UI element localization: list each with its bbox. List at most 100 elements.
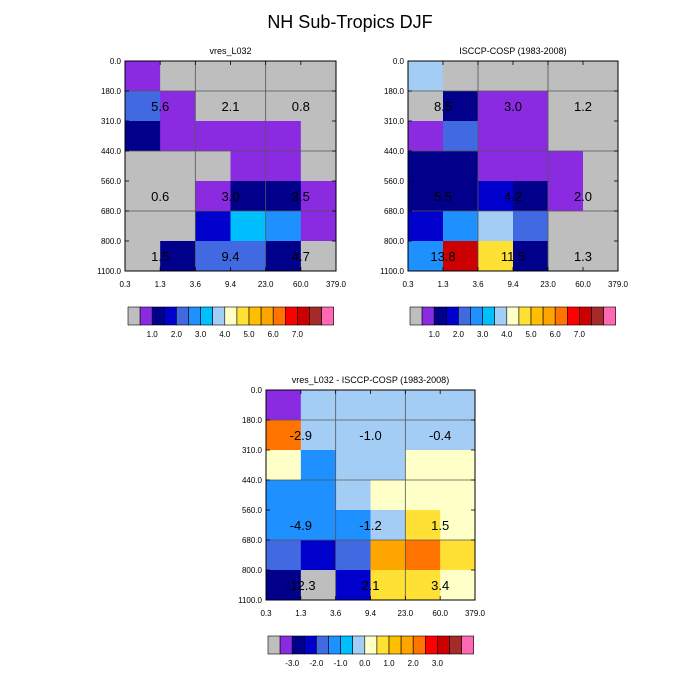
cell-value-label: 2.1	[221, 99, 239, 114]
x-tick-label: 9.4	[365, 609, 377, 618]
colorbar-swatch	[433, 306, 447, 326]
heatmap-cell	[195, 91, 231, 122]
y-tick-label: 560.0	[101, 177, 122, 186]
heatmap-cell	[440, 540, 476, 571]
y-tick-label: 0.0	[393, 57, 405, 66]
heatmap-cell	[548, 91, 584, 122]
heatmap-cell	[300, 390, 337, 421]
heatmap-cell	[548, 211, 584, 242]
colorbar-swatch	[352, 635, 366, 655]
heatmap-cell	[548, 181, 584, 212]
cell-value-label: 1.2	[574, 99, 592, 114]
heatmap-cell	[370, 540, 406, 571]
colorbar-swatch	[188, 306, 201, 326]
colorbar-swatch	[127, 306, 141, 326]
colorbar-label: 0.0	[359, 659, 371, 668]
figure-title: NH Sub-Tropics DJF	[267, 12, 432, 32]
heatmap-cell	[408, 211, 444, 242]
heatmap-cell	[230, 91, 267, 122]
x-tick-label: 9.4	[507, 280, 519, 289]
heatmap-cell	[408, 61, 444, 92]
x-tick-label: 379.0	[326, 280, 347, 289]
y-tick-label: 0.0	[110, 57, 122, 66]
colorbar-swatch	[482, 306, 496, 326]
cell-value-label: 1.5	[151, 249, 169, 264]
heatmap-cell	[266, 390, 302, 421]
x-tick-label: 0.3	[119, 280, 131, 289]
heatmap-cell	[265, 181, 302, 212]
heatmap-cell	[478, 211, 514, 242]
colorbar-swatch	[340, 635, 354, 655]
heatmap-cell	[443, 121, 479, 152]
x-tick-label: 60.0	[575, 280, 591, 289]
colorbar-swatch	[200, 306, 214, 326]
heatmap-cell	[513, 181, 549, 212]
heatmap-cell	[405, 390, 441, 421]
cell-value-label: -4.9	[290, 518, 312, 533]
x-tick-label: 1.3	[437, 280, 449, 289]
x-tick-label: 23.0	[258, 280, 274, 289]
heatmap-cell	[300, 91, 337, 122]
heatmap-panel-2: ISCCP-COSP (1983-2008) 0.3 1.3 3.6 9.4 23.0 60…	[380, 46, 628, 339]
colorbar-swatch	[376, 635, 390, 655]
heatmap-cell	[300, 420, 337, 451]
colorbar-swatch	[272, 306, 286, 326]
colorbar-label: 5.0	[525, 330, 537, 339]
heatmap-cell	[195, 121, 231, 152]
colorbar-swatch	[303, 635, 317, 655]
cell-value-label: -0.4	[429, 428, 451, 443]
x-tick-label: 9.4	[225, 280, 237, 289]
colorbar-swatch	[176, 306, 189, 326]
y-tick-label: 680.0	[242, 536, 263, 545]
heatmap-cell	[160, 241, 196, 272]
cell-value-label: 1.5	[431, 518, 449, 533]
colorbar-swatch	[164, 306, 177, 326]
colorbar-swatch	[388, 635, 402, 655]
y-tick-label: 1100.0	[238, 596, 262, 605]
colorbar-swatch	[316, 635, 329, 655]
x-tick-label: 0.3	[260, 609, 272, 618]
heatmap-cell	[440, 570, 476, 601]
colorbar-swatch	[449, 635, 462, 655]
heatmap-cell	[443, 211, 479, 242]
heatmap-cell	[478, 151, 514, 182]
x-tick-label: 379.0	[465, 609, 486, 618]
colorbar-swatch	[321, 306, 335, 326]
colorbar-swatch	[297, 306, 310, 326]
colorbar: -3.0 -2.0 -1.0 0.0 1.0 2.0 3.0	[267, 635, 475, 668]
colorbar-swatch	[328, 635, 341, 655]
cell-value-label: 3.0	[221, 189, 239, 204]
heatmap-cell	[125, 241, 161, 272]
heatmap-cell	[300, 570, 337, 601]
x-tick-label: 23.0	[398, 609, 414, 618]
heatmap-cell	[160, 181, 196, 212]
heatmap-cell	[300, 121, 337, 152]
heatmap-cell	[300, 450, 337, 481]
cell-value-label: 2.1	[361, 578, 379, 593]
colorbar-swatch	[309, 306, 322, 326]
colorbar-label: 4.0	[501, 330, 513, 339]
cell-value-label: 13.8	[430, 249, 455, 264]
cell-value-label: 3.0	[504, 99, 522, 114]
cell-value-label: 9.4	[221, 249, 239, 264]
heatmap-cell	[335, 570, 371, 601]
cell-value-label: 8.5	[434, 99, 452, 114]
heatmap-cell	[370, 450, 406, 481]
heatmap-cell	[300, 241, 337, 272]
heatmap-cell	[408, 181, 444, 212]
x-tick-label: 60.0	[432, 609, 448, 618]
colorbar-label: 5.0	[243, 330, 255, 339]
heatmap-cell	[335, 510, 371, 541]
heatmap-cell	[195, 241, 231, 272]
cell-value-label: -1.2	[359, 518, 381, 533]
heatmap-cell	[513, 121, 549, 152]
heatmap-panel-1: vres_L032 0.3 1.3 3.6 9.4 23.0 60.0 379.0 0.0 180…	[97, 46, 346, 339]
heatmap-cell	[478, 61, 514, 92]
heatmap-cell	[548, 61, 584, 92]
cell-value-label: 4.7	[292, 249, 310, 264]
heatmap-panel-3: vres_L032 - ISCCP-COSP (1983-2008) 0.3 1.3…	[238, 375, 485, 668]
heatmap-cell	[548, 241, 584, 272]
heatmap-cell	[583, 211, 619, 242]
heatmap-cell	[195, 181, 231, 212]
